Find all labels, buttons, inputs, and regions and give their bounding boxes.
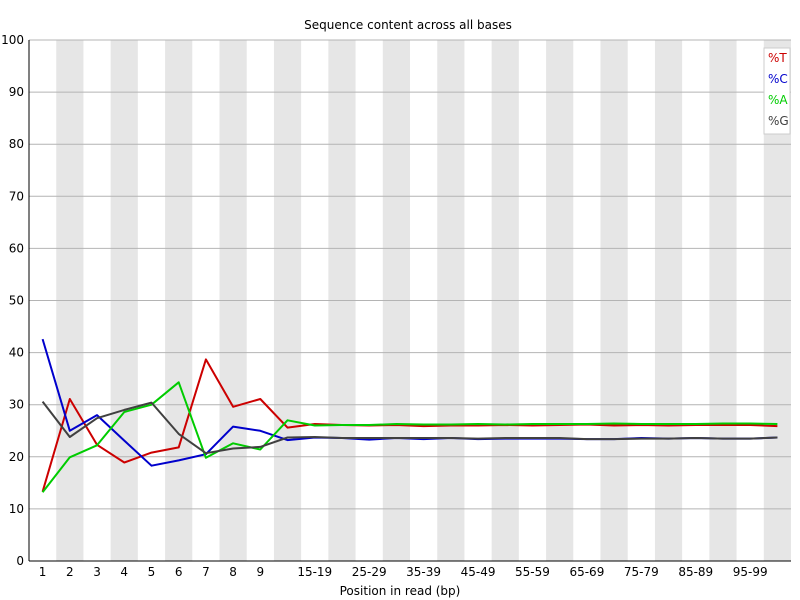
x-tick-75-79: 75-79 [624, 565, 659, 579]
x-tick-8: 8 [229, 565, 237, 579]
y-tick-40: 40 [9, 346, 24, 360]
x-tick-4: 4 [120, 565, 128, 579]
x-tick-35-39: 35-39 [406, 565, 441, 579]
legend-item-A: %A [768, 93, 788, 107]
legend-box [763, 47, 791, 135]
y-tick-60: 60 [9, 241, 24, 255]
x-tick-3: 3 [93, 565, 101, 579]
y-tick-80: 80 [9, 137, 24, 151]
x-tick-2: 2 [66, 565, 74, 579]
x-tick-1: 1 [39, 565, 47, 579]
legend-item-C: %C [768, 72, 788, 86]
x-tick-5: 5 [148, 565, 156, 579]
x-tick-15-19: 15-19 [297, 565, 332, 579]
x-tick-25-29: 25-29 [352, 565, 387, 579]
y-tick-labels: 0 10 20 30 40 50 60 70 80 90 100 [1, 33, 24, 568]
y-tick-100: 100 [1, 33, 24, 47]
series-lines [41, 338, 778, 493]
y-tick-70: 70 [9, 189, 24, 203]
y-tick-0: 0 [16, 554, 24, 568]
chart-title: Sequence content across all bases [304, 18, 512, 32]
x-tick-labels: 1 2 3 4 5 6 7 8 9 15-19 25-29 35-39 45-49 55-59 65-69 7… [39, 565, 768, 579]
legend-item-T: %T [768, 51, 787, 65]
x-tick-95-99: 95-99 [733, 565, 768, 579]
axes [28, 40, 791, 562]
legend-item-G: %G [768, 114, 789, 128]
x-tick-55-59: 55-59 [515, 565, 550, 579]
legend: %T %C %A %G [763, 47, 791, 135]
x-axis-label: Position in read (bp) [340, 584, 461, 598]
x-tick-85-89: 85-89 [678, 565, 713, 579]
y-tick-20: 20 [9, 450, 24, 464]
y-tick-50: 50 [9, 294, 24, 308]
x-tick-6: 6 [175, 565, 183, 579]
x-tick-65-69: 65-69 [569, 565, 604, 579]
series-line-A [41, 381, 778, 493]
y-tick-30: 30 [9, 398, 24, 412]
gridlines [29, 39, 791, 510]
x-tick-45-49: 45-49 [461, 565, 496, 579]
y-tick-10: 10 [9, 502, 24, 516]
series-line-T [41, 358, 778, 492]
x-tick-9: 9 [257, 565, 265, 579]
series-line-G [41, 400, 778, 455]
x-tick-7: 7 [202, 565, 210, 579]
y-tick-90: 90 [9, 85, 24, 99]
